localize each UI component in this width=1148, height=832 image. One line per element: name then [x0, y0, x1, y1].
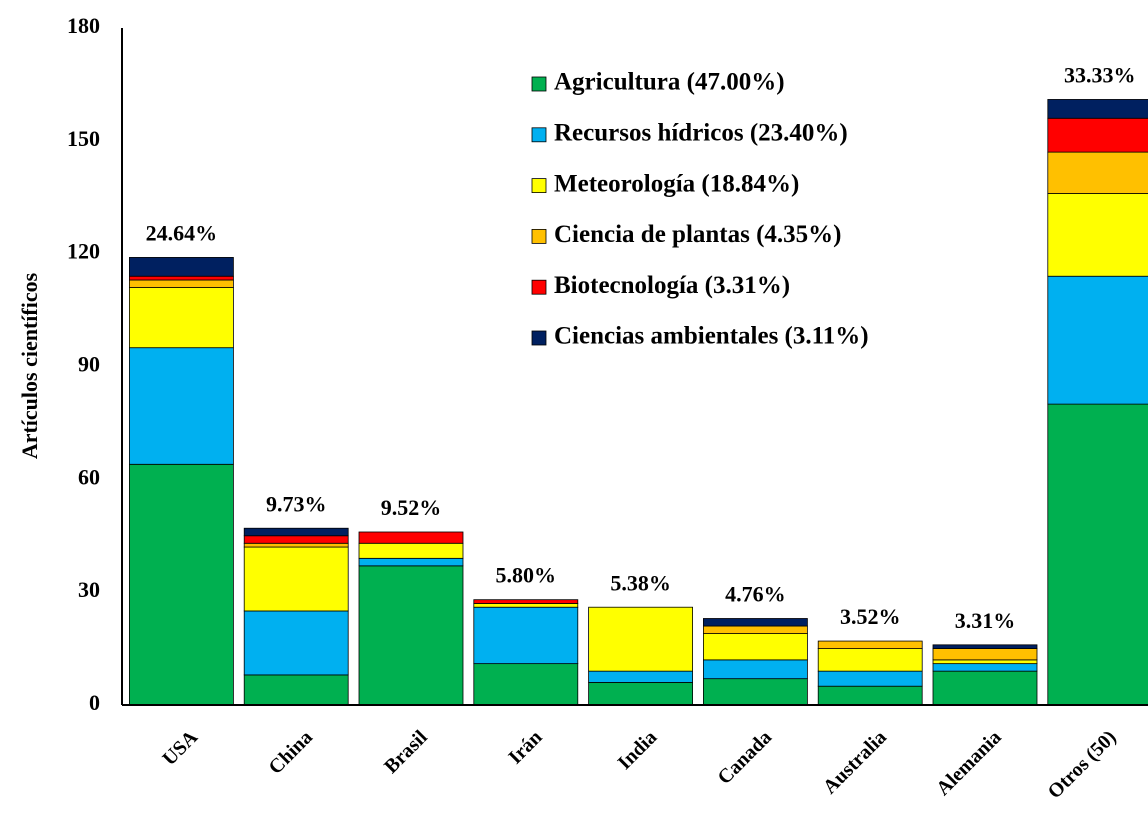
bar-segment — [1047, 193, 1148, 277]
bar-segment — [128, 287, 234, 349]
legend-swatch — [531, 127, 547, 143]
x-tick-label: Otros (50) — [1044, 726, 1121, 803]
x-tick-label: India — [614, 726, 662, 774]
y-tick-label: 0 — [89, 690, 100, 715]
bar-segment — [473, 603, 579, 608]
bar-label: 9.73% — [266, 491, 327, 516]
bar-segment — [128, 279, 234, 288]
legend-swatch — [531, 279, 547, 295]
bar-segment — [128, 347, 234, 465]
legend-label: Ciencia de plantas (4.35%) — [554, 221, 842, 248]
x-tick-label: Australia — [819, 726, 891, 798]
bar-segment — [588, 682, 693, 706]
legend-label: Agricultura (47.00%) — [554, 69, 785, 96]
bar-segment — [817, 685, 923, 706]
y-tick-label: 30 — [78, 577, 100, 602]
bar-segment — [932, 670, 1038, 706]
y-tick-label: 60 — [78, 464, 100, 489]
bar-label: 3.52% — [840, 604, 901, 629]
y-tick-label: 90 — [78, 352, 100, 377]
bar-segment — [358, 557, 464, 567]
x-tick-label: Irán — [504, 726, 546, 768]
y-tick-label: 180 — [67, 13, 100, 38]
bar-segment — [243, 610, 349, 676]
bar-segment — [358, 542, 464, 559]
bar-segment — [703, 625, 808, 634]
y-tick-label: 120 — [67, 239, 100, 264]
bar-segment — [1047, 117, 1148, 153]
x-tick-label: Brasil — [380, 726, 432, 778]
bar-segment — [1047, 403, 1148, 706]
x-tick-label: China — [264, 726, 317, 779]
bar-segment — [817, 640, 923, 649]
legend-swatch — [531, 330, 547, 346]
bar-segment — [588, 606, 693, 672]
bar-segment — [703, 633, 808, 661]
bar-segment — [1047, 99, 1148, 119]
legend-label: Biotecnología (3.31%) — [554, 272, 790, 299]
legend-label: Recursos hídricos (23.40%) — [554, 120, 848, 147]
bar-segment — [473, 606, 579, 665]
bar-segment — [932, 659, 1038, 665]
x-tick-label: Alemania — [932, 726, 1006, 800]
legend-label: Meteorología (18.84%) — [554, 170, 799, 197]
legend-label: Ciencias ambientales (3.11%) — [554, 323, 869, 350]
bar-label: 4.76% — [725, 582, 786, 607]
bar-segment — [703, 618, 808, 627]
bar-segment — [817, 648, 923, 672]
bar-segment — [1047, 151, 1148, 194]
bar-label: 5.38% — [610, 570, 671, 595]
bar-segment — [932, 663, 1038, 672]
bar-label: 33.33% — [1064, 63, 1136, 88]
bar-label: 5.80% — [496, 563, 557, 588]
bar-segment — [703, 659, 808, 680]
bar-segment — [932, 644, 1038, 649]
bar-label: 9.52% — [381, 495, 442, 520]
bar-label: 3.31% — [955, 608, 1016, 633]
bar-segment — [128, 463, 234, 706]
bar-segment — [243, 542, 349, 548]
bar-segment — [473, 599, 579, 604]
bar-segment — [243, 546, 349, 612]
bar-segment — [1047, 275, 1148, 405]
bar-segment — [243, 535, 349, 544]
bar-segment — [358, 565, 464, 706]
bar-label: 24.64% — [146, 220, 218, 245]
legend-swatch — [531, 76, 547, 92]
x-tick-label: USA — [158, 726, 202, 770]
bar-segment — [588, 670, 693, 683]
legend-swatch — [531, 228, 547, 244]
y-axis-label: Artículos científicos — [17, 272, 42, 459]
bar-segment — [358, 531, 464, 544]
y-tick-label: 150 — [67, 126, 100, 151]
bar-segment — [243, 527, 349, 537]
bar-segment — [473, 663, 579, 706]
bar-segment — [703, 678, 808, 706]
bar-segment — [128, 275, 234, 281]
bar-segment — [817, 670, 923, 687]
bar-segment — [128, 257, 234, 277]
bar-segment — [932, 648, 1038, 661]
bar-segment — [243, 674, 349, 706]
x-tick-label: Canada — [713, 726, 776, 789]
legend-swatch — [531, 178, 547, 194]
